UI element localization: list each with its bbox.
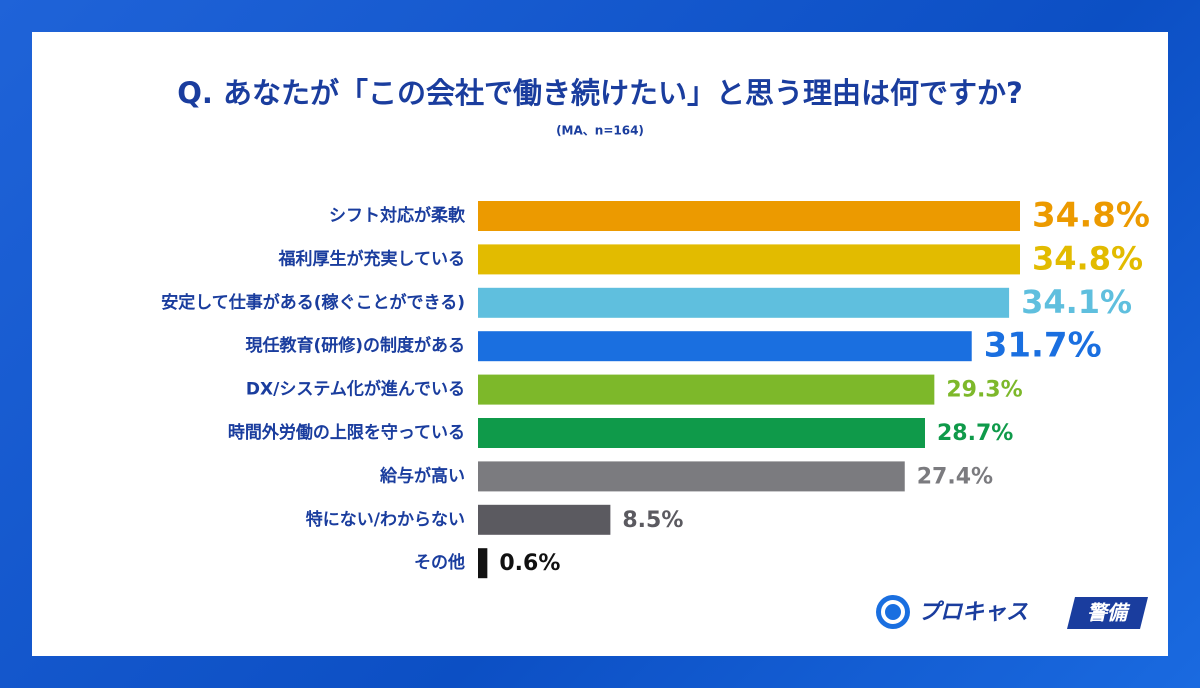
bar (478, 287, 1010, 318)
logo-badge (1067, 597, 1148, 629)
value-label: 0.6% (499, 551, 560, 576)
category-label: 安定して仕事がある(稼ぐことができる) (161, 292, 465, 313)
bar (478, 244, 1020, 275)
category-label: 福利厚生が充実している (278, 248, 466, 269)
logo-icon (876, 595, 910, 629)
category-label: DX/システム化が進んでいる (246, 379, 465, 400)
bar (478, 548, 488, 579)
category-label: 特にない/わからない (306, 509, 465, 530)
bar (478, 504, 611, 535)
category-label: 給与が高い (379, 465, 465, 486)
bar (478, 331, 972, 362)
category-label: その他 (414, 552, 465, 573)
logo-icon-ring (881, 600, 905, 624)
value-label: 31.7% (984, 326, 1102, 366)
value-label: 8.5% (622, 508, 683, 533)
value-label: 34.8% (1032, 239, 1143, 277)
chart-subtitle: (MA、n=164) (556, 124, 644, 138)
value-label: 27.4% (917, 464, 993, 489)
logo-name: プロキャス (918, 600, 1028, 625)
bar (478, 418, 925, 448)
value-label: 28.7% (937, 421, 1013, 446)
category-label: 現任教育(研修)の制度がある (245, 335, 465, 356)
value-label: 34.8% (1032, 196, 1150, 236)
category-label: シフト対応が柔軟 (329, 205, 466, 226)
bar (478, 374, 935, 405)
logo-badge-text: 警備 (1087, 601, 1131, 625)
logo: プロキャス 警備 (876, 595, 1148, 629)
chart-title: Q. あなたが「この会社で働き続けたい」と思う理由は何ですか? (177, 76, 1023, 110)
value-label: 34.1% (1021, 283, 1132, 321)
bar (478, 201, 1020, 231)
value-label: 29.3% (946, 378, 1022, 403)
bar (478, 461, 905, 492)
category-label: 時間外労働の上限を守っている (228, 422, 465, 443)
